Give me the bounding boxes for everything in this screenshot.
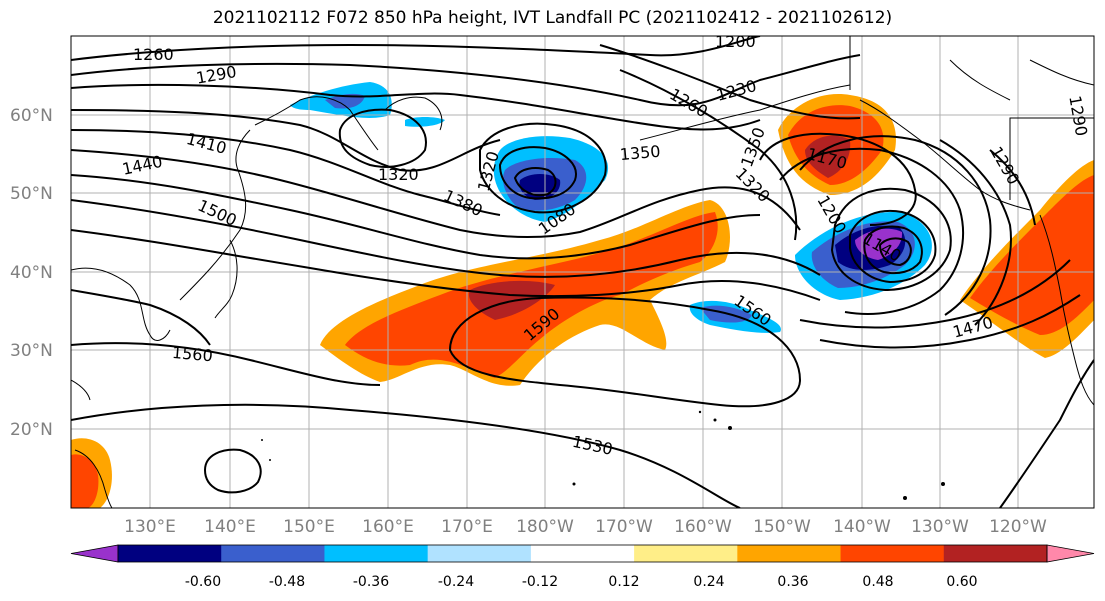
coastlines	[71, 36, 1094, 508]
latitude-labels: 60°N 50°N 40°N 30°N 20°N	[10, 106, 53, 440]
ivt-negative-okhotsk-east	[405, 117, 445, 127]
colorbar-segment	[943, 545, 1048, 562]
colorbar-segment	[634, 545, 738, 562]
lon-label: 140°W	[833, 517, 891, 537]
colorbar-segment	[737, 545, 842, 562]
contour-label: 1350	[619, 142, 661, 164]
colorbar-tick-label: 0.48	[862, 574, 893, 590]
colorbar-segment	[530, 545, 635, 562]
colorbar-segment	[840, 545, 945, 562]
colorbar-tick-label: 0.60	[946, 574, 977, 590]
map-border	[70, 35, 1095, 509]
colorbar-tick-labels: -0.60 -0.48 -0.36 -0.24 -0.12 0.12 0.24 …	[185, 574, 978, 590]
lon-label: 160°E	[362, 517, 414, 537]
lat-label: 50°N	[10, 184, 53, 204]
lon-label: 150°W	[753, 517, 811, 537]
colorbar-segment	[427, 545, 532, 562]
lat-label: 40°N	[10, 263, 53, 283]
lon-label: 170°E	[441, 517, 493, 537]
colorbar-tick-label: 0.24	[693, 574, 724, 590]
contour-label: 1260	[133, 45, 174, 64]
lat-label: 30°N	[10, 341, 53, 361]
ivt-positive-west-coast-core	[970, 175, 1094, 335]
lon-label: 120°W	[989, 517, 1047, 537]
ivt-positive-southwest-core	[71, 454, 99, 508]
colorbar-tick-label: -0.24	[438, 574, 474, 590]
lon-label: 160°W	[674, 517, 732, 537]
longitude-labels: 130°E 140°E 150°E 160°E 170°E 180°W 170°…	[124, 517, 1047, 537]
contour-label: 1200	[715, 32, 756, 51]
islands	[261, 410, 945, 500]
contour-label: 1320	[378, 165, 419, 184]
colorbar-extend-low	[70, 544, 119, 563]
lon-label: 130°W	[911, 517, 969, 537]
colorbar-segment	[118, 545, 222, 562]
ivt-strong-gulf-core	[805, 135, 851, 178]
lon-label: 140°E	[204, 517, 256, 537]
colorbar-tick-label: -0.48	[269, 574, 305, 590]
lon-label: 180°W	[516, 517, 574, 537]
colorbar: -0.60 -0.48 -0.36 -0.24 -0.12 0.12 0.24 …	[70, 544, 1095, 590]
colorbar-segment	[221, 545, 325, 562]
colorbar-tick-label: 0.12	[608, 574, 639, 590]
contour-label: 1560	[171, 343, 213, 365]
colorbar-border	[117, 544, 1048, 563]
lat-label: 60°N	[10, 106, 53, 126]
colorbar-tick-label: 0.36	[777, 574, 808, 590]
colorbar-tick-label: -0.36	[353, 574, 389, 590]
lon-label: 170°W	[595, 517, 653, 537]
map-plot-area: 1260 1290 1200 1230 1260 1410 1440 1320 …	[71, 32, 1094, 508]
colorbar-tick-label: -0.60	[185, 574, 221, 590]
lat-label: 20°N	[10, 420, 53, 440]
height-contours	[71, 36, 1094, 508]
lon-label: 130°E	[124, 517, 176, 537]
lon-label: 150°E	[283, 517, 335, 537]
colorbar-segment	[324, 545, 429, 562]
map-title: 2021102112 F072 850 hPa height, IVT Land…	[212, 8, 893, 28]
colorbar-tick-label: -0.12	[522, 574, 558, 590]
colorbar-extend-high	[1046, 544, 1095, 563]
ivt-negative-okhotsk-core	[325, 93, 365, 109]
